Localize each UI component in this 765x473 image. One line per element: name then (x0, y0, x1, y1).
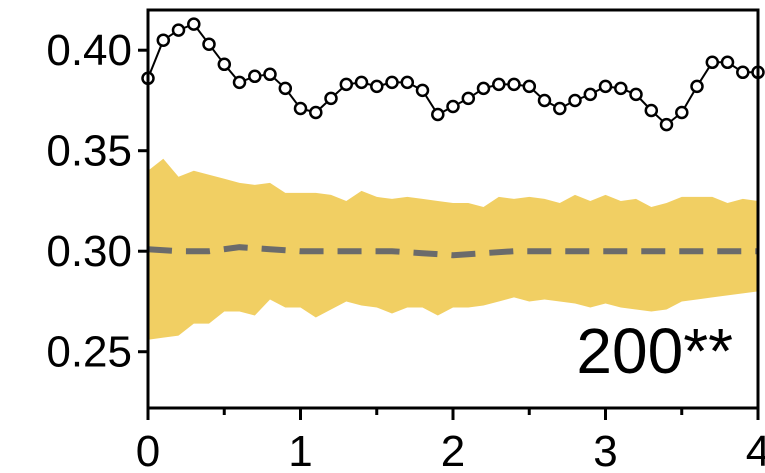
data-point-marker (476, 81, 491, 96)
x-tick-label: 3 (593, 427, 617, 473)
data-point-marker (278, 81, 293, 96)
data-point-marker (202, 37, 216, 51)
data-point-marker (568, 93, 582, 108)
data-point-marker (385, 75, 399, 90)
data-point-marker (598, 79, 613, 94)
y-tick-label: 0.35 (46, 127, 132, 176)
x-tick-label: 1 (288, 427, 312, 473)
data-point-marker (339, 77, 354, 92)
data-point-marker (507, 77, 521, 92)
data-point-marker (431, 107, 445, 122)
data-point-marker (705, 55, 720, 70)
data-point-marker (156, 33, 171, 47)
data-point-marker (492, 77, 506, 92)
data-point-marker (446, 99, 460, 114)
data-point-marker (293, 101, 308, 116)
observed-series-layer (141, 17, 765, 132)
data-point-marker (629, 87, 643, 102)
y-tick-label: 0.30 (46, 227, 132, 276)
data-point-marker (187, 17, 201, 31)
data-point-marker (232, 75, 247, 90)
mean-dashed-line (147, 244, 758, 259)
data-point-marker (415, 83, 430, 98)
axes: 0.25 0.30 0.35 0.40 0 1 2 3 4 (46, 8, 765, 473)
confidence-band-layer (148, 158, 758, 340)
confidence-band (148, 158, 758, 340)
data-point-marker (217, 57, 232, 72)
y-tick-label: 0.25 (46, 328, 132, 377)
x-tick-label: 0 (136, 427, 160, 473)
data-point-marker (461, 91, 476, 106)
data-point-marker (675, 105, 689, 120)
data-point-marker (644, 103, 659, 118)
data-point-marker (553, 101, 567, 116)
data-point-marker (537, 93, 552, 108)
data-point-marker (309, 105, 323, 120)
sample-size-annotation: 200** (576, 315, 733, 387)
data-point-marker (370, 79, 384, 94)
data-point-marker (263, 67, 277, 82)
data-point-marker (720, 55, 735, 70)
data-point-marker (324, 91, 338, 106)
data-point-marker (248, 69, 262, 84)
data-point-marker (690, 79, 704, 94)
data-point-marker (583, 87, 598, 102)
x-tick-label: 4 (746, 427, 765, 473)
data-point-marker (736, 65, 750, 80)
data-point-marker (400, 75, 415, 90)
x-tick-label: 2 (441, 427, 465, 473)
data-point-marker (659, 117, 674, 132)
mean-line-layer (147, 244, 758, 259)
data-point-marker (354, 75, 369, 90)
data-point-marker (522, 79, 537, 94)
data-point-marker (614, 81, 628, 96)
data-point-marker (171, 23, 186, 37)
y-tick-label: 0.40 (46, 26, 132, 75)
